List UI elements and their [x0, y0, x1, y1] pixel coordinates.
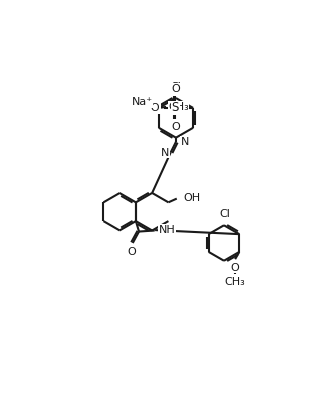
- Text: ⁻O: ⁻O: [146, 103, 160, 113]
- Text: Cl: Cl: [171, 82, 182, 92]
- Text: CH₃: CH₃: [168, 102, 189, 112]
- Text: O: O: [171, 122, 180, 132]
- Text: OH: OH: [183, 192, 200, 203]
- Text: NH: NH: [159, 225, 175, 235]
- Text: N: N: [181, 137, 189, 147]
- Text: Cl: Cl: [220, 209, 230, 219]
- Text: CH₃: CH₃: [224, 277, 245, 287]
- Text: O: O: [127, 247, 136, 257]
- Text: S: S: [172, 102, 179, 114]
- Text: O: O: [171, 84, 180, 94]
- Text: Na⁺: Na⁺: [131, 97, 152, 107]
- Text: O: O: [230, 263, 239, 273]
- Text: N: N: [161, 148, 170, 158]
